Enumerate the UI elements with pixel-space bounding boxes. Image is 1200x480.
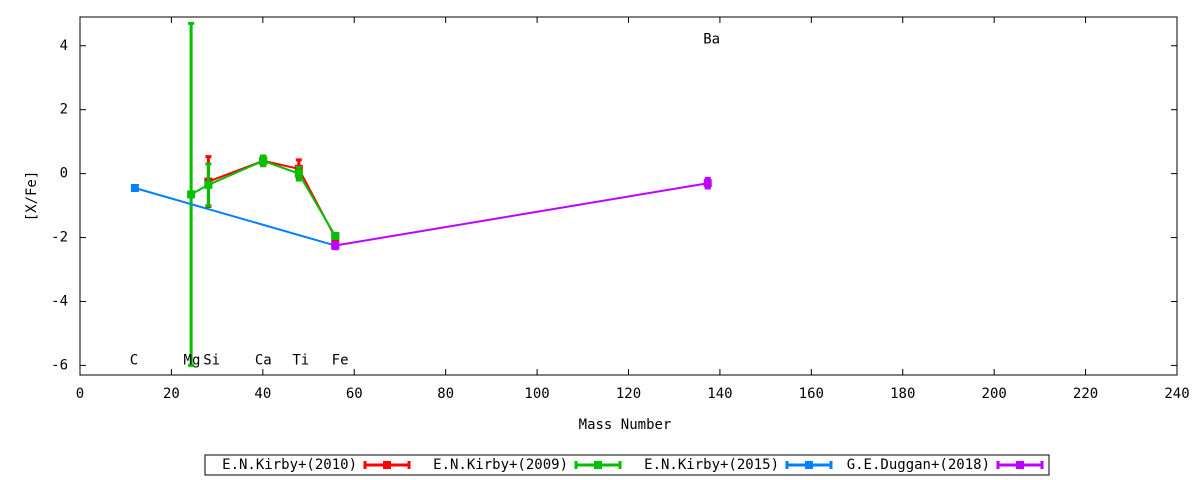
element-label: Ti: [292, 353, 309, 369]
x-tick-label: 120: [616, 386, 641, 402]
element-label: C: [130, 353, 138, 369]
data-point: [204, 180, 213, 189]
series-line: [134, 187, 336, 247]
x-tick-label: 40: [254, 386, 271, 402]
x-tick-label: 240: [1164, 386, 1189, 402]
legend-label: E.N.Kirby+(2009): [433, 457, 568, 473]
x-tick-label: 80: [437, 386, 454, 402]
y-tick-label: 2: [60, 102, 68, 118]
x-tick-label: 220: [1073, 386, 1098, 402]
x-axis-label: Mass Number: [579, 417, 672, 433]
series-line: [335, 182, 708, 247]
x-tick-label: 20: [163, 386, 180, 402]
x-tick-label: 140: [707, 386, 732, 402]
y-tick-label: 0: [60, 166, 68, 182]
legend-marker: [805, 461, 813, 469]
y-axis-label: [X/Fe]: [24, 171, 40, 222]
legend-box: [204, 454, 1050, 476]
legend-marker: [1016, 461, 1024, 469]
data-point: [259, 156, 268, 165]
x-tick-label: 200: [982, 386, 1007, 402]
y-tick-label: -2: [51, 230, 68, 246]
element-label: Mg: [184, 353, 201, 369]
data-point: [294, 169, 303, 178]
legend-marker: [383, 461, 391, 469]
legend-label: G.E.Duggan+(2018): [847, 457, 990, 473]
series-line: [208, 159, 337, 239]
x-tick-label: 60: [346, 386, 363, 402]
legend-marker: [594, 461, 602, 469]
x-tick-label: 100: [524, 386, 549, 402]
data-point: [331, 231, 340, 240]
element-label: Fe: [332, 353, 349, 369]
x-tick-label: 0: [76, 386, 84, 402]
legend-label: E.N.Kirby+(2010): [222, 457, 357, 473]
element-label: Si: [203, 353, 220, 369]
element-label: Ca: [255, 353, 272, 369]
y-tick-label: -6: [51, 357, 68, 373]
x-tick-label: 180: [890, 386, 915, 402]
data-point: [187, 190, 196, 199]
data-point: [331, 241, 340, 250]
legend-label: E.N.Kirby+(2015): [644, 457, 779, 473]
element-label: Ba: [703, 31, 720, 47]
y-tick-label: -4: [51, 293, 68, 309]
data-point: [130, 184, 139, 193]
data-point: [703, 179, 712, 188]
y-tick-label: 4: [60, 38, 68, 54]
x-tick-label: 160: [799, 386, 824, 402]
